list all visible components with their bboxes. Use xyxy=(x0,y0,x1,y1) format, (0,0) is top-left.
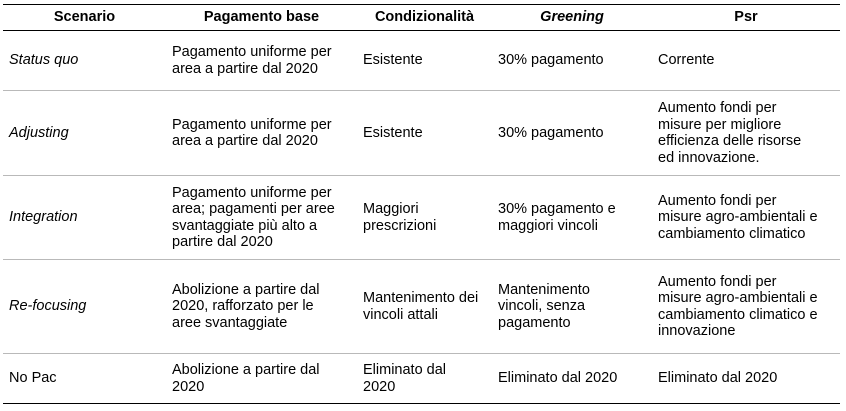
cell-conditionality: Esistente xyxy=(357,90,492,176)
header-greening: Greening xyxy=(492,4,652,31)
cell-greening: 30% pagamento xyxy=(492,30,652,91)
scenario-table: Scenario Pagamento base Condizionalità G… xyxy=(3,4,840,404)
header-row: Scenario Pagamento base Condizionalità G… xyxy=(3,4,840,31)
cell-greening: 30% pagamento e maggiori vincoli xyxy=(492,175,652,260)
cell-greening: Eliminato dal 2020 xyxy=(492,353,652,404)
cell-greening: 30% pagamento xyxy=(492,90,652,176)
table-row: Re-focusing Abolizione a partire dal 202… xyxy=(3,259,840,354)
header-base-payment: Pagamento base xyxy=(166,4,357,31)
header-psr: Psr xyxy=(652,4,840,31)
cell-base-payment: Abolizione a partire dal 2020 xyxy=(166,353,357,404)
cell-scenario: No Pac xyxy=(3,353,166,404)
cell-psr: Aumento fondi per misure agro-ambientali… xyxy=(652,175,840,260)
cell-psr: Aumento fondi per misure agro-ambientali… xyxy=(652,259,840,354)
cell-conditionality: Mantenimento dei vincoli attali xyxy=(357,259,492,354)
header-greening-label: Greening xyxy=(540,9,604,26)
cell-psr: Aumento fondi per misure per migliore ef… xyxy=(652,90,840,176)
table-row: No Pac Abolizione a partire dal 2020 Eli… xyxy=(3,353,840,404)
header-scenario: Scenario xyxy=(3,4,166,31)
cell-conditionality: Eliminato dal 2020 xyxy=(357,353,492,404)
cell-psr: Eliminato dal 2020 xyxy=(652,353,840,404)
table-row: Status quo Pagamento uniforme per area a… xyxy=(3,30,840,91)
cell-psr: Corrente xyxy=(652,30,840,91)
cell-base-payment: Pagamento uniforme per area a partire da… xyxy=(166,90,357,176)
cell-conditionality: Esistente xyxy=(357,30,492,91)
cell-base-payment: Pagamento uniforme per area; pagamenti p… xyxy=(166,175,357,260)
cell-scenario: Status quo xyxy=(3,30,166,91)
header-conditionality: Condizionalità xyxy=(357,4,492,31)
cell-scenario: Integration xyxy=(3,175,166,260)
table-row: Adjusting Pagamento uniforme per area a … xyxy=(3,90,840,176)
cell-greening: Mantenimento vincoli, senza pagamento xyxy=(492,259,652,354)
cell-base-payment: Abolizione a partire dal 2020, rafforzat… xyxy=(166,259,357,354)
cell-base-payment: Pagamento uniforme per area a partire da… xyxy=(166,30,357,91)
cell-scenario: Adjusting xyxy=(3,90,166,176)
cell-conditionality: Maggiori prescrizioni xyxy=(357,175,492,260)
table-row: Integration Pagamento uniforme per area;… xyxy=(3,175,840,260)
cell-scenario: Re-focusing xyxy=(3,259,166,354)
